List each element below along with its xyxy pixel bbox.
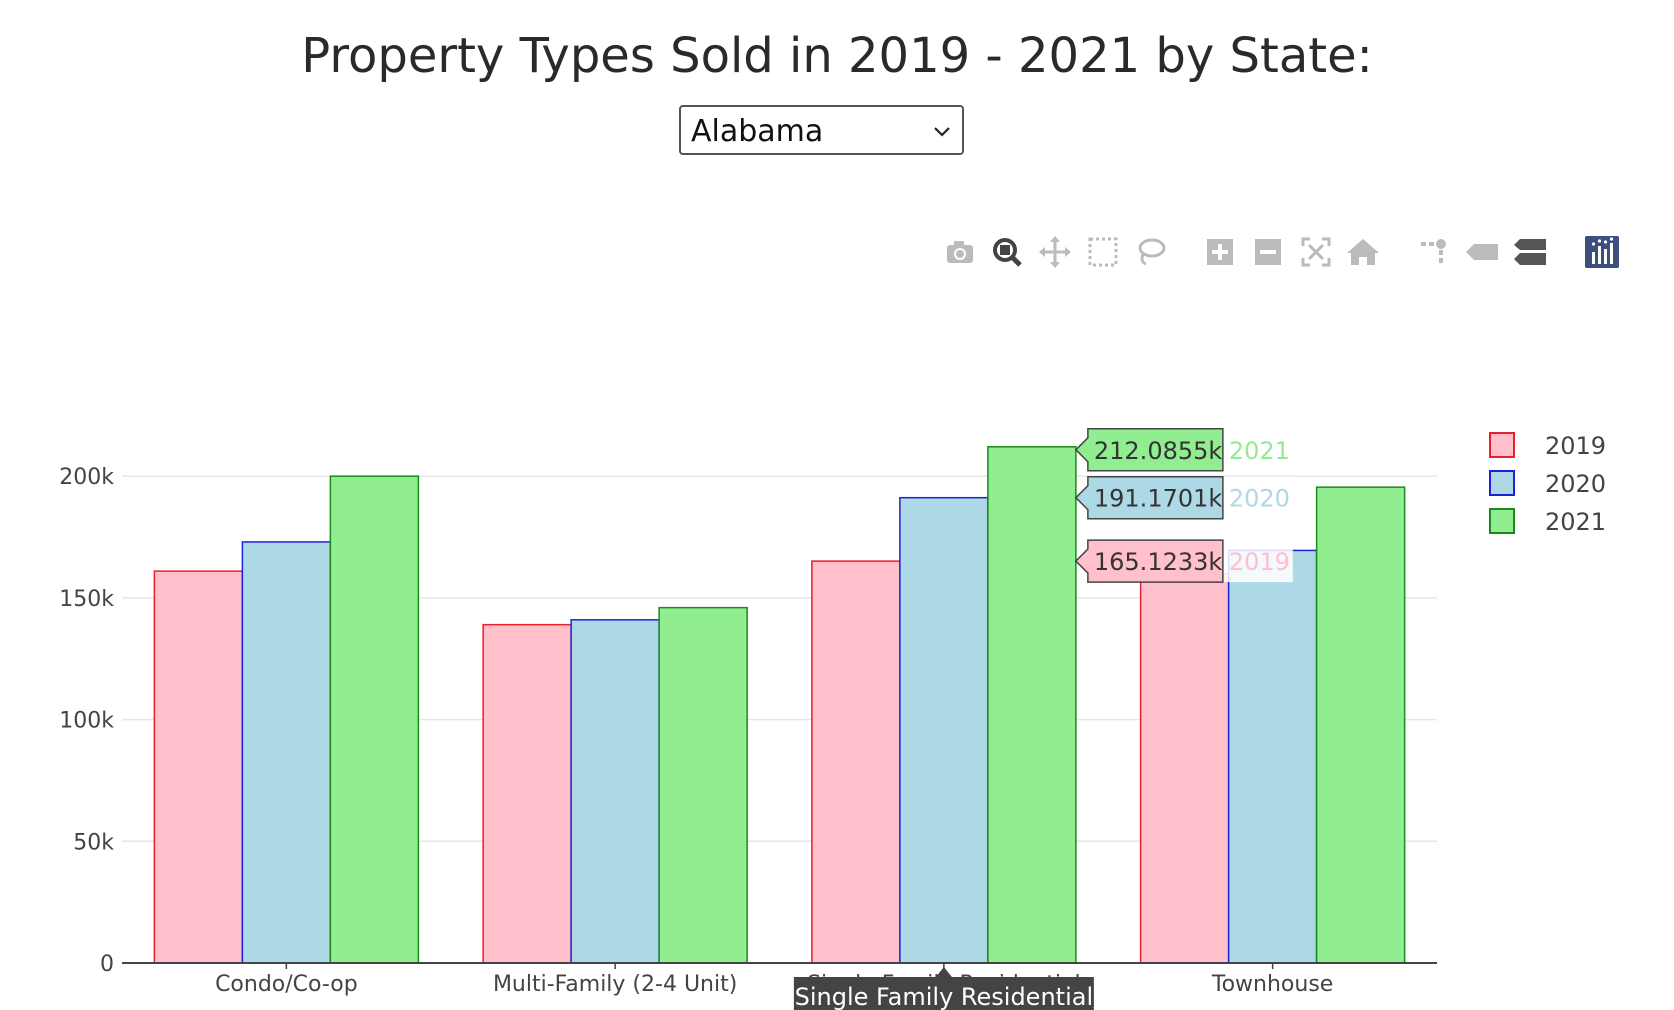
autoscale-button[interactable] (1296, 230, 1336, 274)
hover-label-2020: 191.1701k 2020 (1074, 475, 1293, 520)
bar-2019-3 (811, 560, 901, 964)
state-select[interactable]: Alabama (679, 105, 964, 155)
hover-name: 2019 (1229, 548, 1290, 576)
bar-2019-2 (482, 623, 572, 964)
lasso-select-button[interactable] (1130, 230, 1170, 274)
hover-compare-icon (1514, 239, 1546, 265)
chevron-down-icon (934, 127, 950, 137)
x-tick-label: Townhouse (1211, 972, 1333, 997)
x-tick-label: Condo/Co-op (215, 972, 358, 997)
y-tick-label: 0 (100, 952, 114, 977)
legend-label-2021: 2021 (1545, 508, 1606, 536)
y-tick-label: 100k (59, 709, 114, 734)
hover-closest-icon (1466, 244, 1498, 260)
hover-label-2019: 165.1233k 2019 (1074, 539, 1293, 583)
camera-icon (947, 241, 973, 263)
x-hover-box (793, 977, 1094, 1010)
legend: 2019 2020 2021 (1489, 432, 1606, 536)
bar-2021-4 (1315, 486, 1406, 964)
hover-value: 165.1233k (1094, 548, 1223, 576)
hover-value: 212.0855k (1094, 437, 1223, 465)
legend-label-2020: 2020 (1545, 470, 1606, 498)
bar-2021-2 (658, 606, 748, 964)
box-select-button[interactable] (1083, 230, 1123, 274)
state-select-value: Alabama (691, 114, 824, 149)
bar-2021-1 (329, 475, 420, 964)
zoom-button[interactable] (987, 230, 1027, 274)
reset-axes-icon (1347, 239, 1379, 265)
x-hover-text: Single Family Residential (795, 983, 1093, 1010)
bar-2020-3 (899, 496, 989, 964)
reset-axes-button[interactable] (1343, 230, 1383, 274)
hover-compare-button[interactable] (1510, 230, 1550, 274)
zoom-out-button[interactable] (1248, 230, 1288, 274)
bar-2020-4 (1227, 549, 1318, 964)
hover-name-bg (1222, 476, 1293, 519)
spike-lines-icon (1421, 239, 1446, 263)
x-tick-label: Multi-Family (2-4 Unit) (493, 972, 737, 997)
hover-label-2021: 212.0855k 2021 (1074, 428, 1293, 472)
legend-label-2019: 2019 (1545, 432, 1606, 460)
bar-2020-2 (570, 619, 660, 964)
hover-name-bg (1222, 540, 1293, 583)
zoom-out-icon (1255, 239, 1281, 265)
y-tick-label: 150k (59, 587, 114, 612)
zoom-in-button[interactable] (1200, 230, 1240, 274)
bar-2020-1 (241, 541, 332, 964)
hover-closest-button[interactable] (1462, 230, 1502, 274)
y-tick-label: 200k (59, 465, 114, 490)
pan-icon (1039, 236, 1071, 268)
plotly-logo-button[interactable] (1582, 230, 1622, 274)
plotly-logo-icon (1585, 236, 1619, 268)
camera-button[interactable] (940, 230, 980, 274)
hover-box (1074, 539, 1224, 583)
hover-name: 2020 (1229, 485, 1290, 513)
spike-lines-button[interactable] (1415, 230, 1455, 274)
y-tick-label: 50k (73, 830, 114, 855)
lasso-select-icon (1138, 238, 1166, 266)
pan-button[interactable] (1035, 230, 1075, 274)
modebar (0, 230, 1674, 274)
hover-value: 191.1701k (1094, 485, 1223, 513)
x-hover-pointer (935, 967, 952, 977)
x-hover-tag: Single Family Residential (793, 967, 1094, 1010)
bar-2019-1 (153, 570, 244, 964)
hover-box (1074, 475, 1224, 520)
zoom-in-icon (1207, 239, 1233, 265)
bar-2021-3 (987, 446, 1077, 964)
autoscale-icon (1301, 237, 1331, 267)
hover-name-bg (1222, 428, 1293, 471)
legend-swatch-2021 (1489, 508, 1515, 534)
legend-swatch-2020 (1489, 470, 1515, 496)
zoom-icon (993, 238, 1022, 267)
legend-swatch-2019 (1489, 432, 1515, 458)
page-title: Property Types Sold in 2019 - 2021 by St… (301, 28, 1373, 84)
bars (153, 446, 1406, 964)
bar-2019-4 (1139, 572, 1230, 964)
hover-box (1074, 428, 1224, 472)
box-select-icon (1088, 237, 1118, 267)
hover-name: 2021 (1229, 437, 1290, 465)
